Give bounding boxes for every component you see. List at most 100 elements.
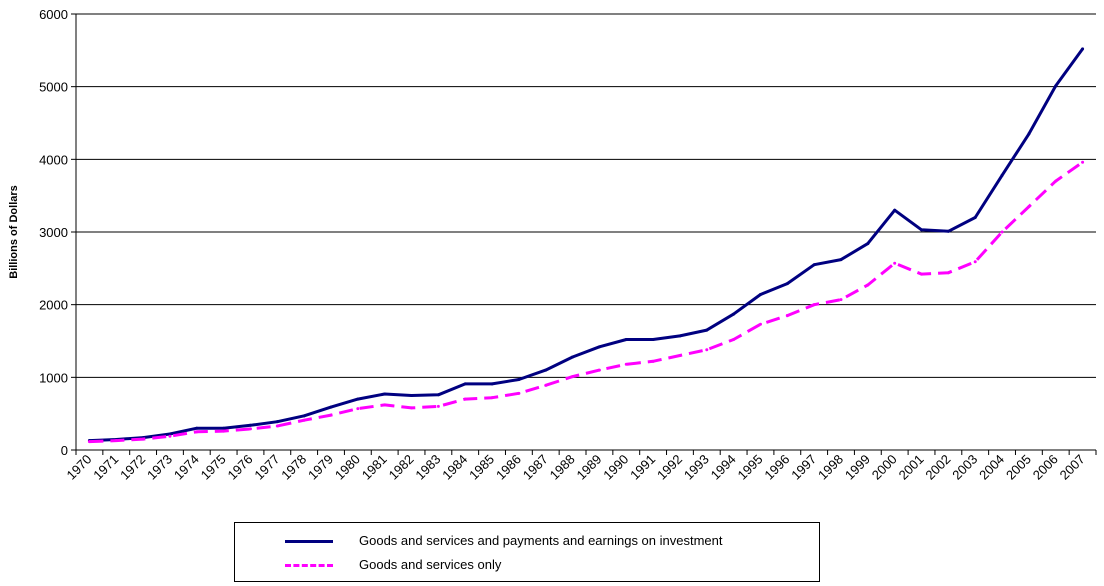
series-1-point (544, 368, 548, 372)
series-2-point (839, 298, 843, 302)
x-tick-label: 1993 (681, 452, 712, 483)
series-1-point (383, 392, 387, 396)
series-1-point (920, 228, 924, 232)
series-1-point (785, 282, 789, 286)
series-1-point (410, 394, 414, 397)
series-1-point (946, 229, 950, 233)
series-2-point (893, 261, 897, 265)
x-tick-label: 1974 (171, 452, 202, 483)
series-1-point (1054, 84, 1058, 88)
x-tick-label: 1973 (144, 452, 175, 483)
series-1-point (839, 258, 843, 262)
series-2-point (463, 397, 467, 401)
series-1-point (812, 263, 816, 267)
series-2-point (87, 440, 91, 444)
series-2-point (114, 439, 118, 443)
series-2-point (758, 322, 762, 326)
series-1-point (624, 338, 628, 342)
series-1-point (678, 334, 682, 338)
series-1-point (866, 242, 870, 246)
series-2-point (517, 391, 521, 395)
series-1-point (436, 393, 440, 397)
series-2-point (732, 338, 736, 342)
series-1-point (973, 215, 977, 219)
x-tick-label: 1970 (63, 452, 94, 483)
y-tick-label: 3000 (39, 225, 68, 240)
series-2-point (168, 434, 172, 438)
x-tick-label: 1994 (708, 452, 739, 483)
legend-item-series-2: Goods and services only (235, 555, 819, 575)
x-tick-label: 1977 (251, 452, 282, 483)
x-tick-label: 2007 (1057, 452, 1088, 483)
series-2-point (571, 375, 575, 379)
y-tick-label: 5000 (39, 80, 68, 95)
series-lines (87, 47, 1085, 444)
series-1-point (571, 355, 575, 359)
x-tick-label: 1999 (842, 452, 873, 483)
x-tick-label: 1980 (332, 452, 363, 483)
series-2-point (302, 418, 306, 422)
x-tick-label: 1979 (305, 452, 336, 483)
y-tick-label: 4000 (39, 152, 68, 167)
series-1-point (195, 426, 199, 430)
series-1-point (302, 414, 306, 418)
series-1-point (463, 382, 467, 386)
x-tick-label: 1996 (761, 452, 792, 483)
series-1-point (490, 382, 494, 386)
series-2-point (597, 368, 601, 372)
series-1-point (758, 292, 762, 296)
series-1-point (329, 405, 333, 409)
x-tick-label: 1989 (573, 452, 604, 483)
legend-label-series-1: Goods and services and payments and earn… (359, 533, 723, 548)
gridlines (75, 13, 1096, 451)
series-2-point (356, 407, 360, 411)
series-2-point (248, 427, 252, 431)
series-2-point (275, 424, 279, 428)
x-tick-label: 1992 (654, 452, 685, 483)
series-1-point (356, 397, 360, 401)
x-tick-label: 2003 (949, 452, 980, 483)
x-tick-label: 1976 (225, 452, 256, 483)
x-tick-label: 1991 (627, 452, 658, 483)
x-tick-label: 1975 (198, 452, 229, 483)
series-2-point (678, 354, 682, 358)
x-tick-label: 1971 (90, 452, 121, 483)
series-1-point (651, 338, 655, 342)
series-2-point (973, 260, 977, 264)
x-tick-label: 1986 (493, 452, 524, 483)
series-2-point (705, 348, 709, 352)
x-tick-label: 2000 (869, 452, 900, 483)
series-2-point (490, 396, 494, 400)
series-2-point (195, 430, 199, 434)
legend: Goods and services and payments and earn… (234, 522, 820, 582)
y-tick-label: 1000 (39, 370, 68, 385)
series-line-2 (89, 160, 1084, 444)
x-tick-label: 1985 (466, 452, 497, 483)
series-2-point (329, 413, 333, 417)
series-2-point (1000, 230, 1004, 234)
x-tick-label: 1990 (600, 452, 631, 483)
series-1-point (275, 420, 279, 424)
series-1-point (1000, 173, 1004, 177)
y-axis-label: Billions of Dollars (8, 185, 20, 279)
legend-swatch-series-1 (285, 540, 333, 543)
series-2-point (1081, 160, 1085, 164)
x-axis-ticks: 1970197119721973197419751976197719781979… (63, 450, 1097, 483)
y-tick-label: 6000 (39, 7, 68, 22)
x-tick-label: 1997 (788, 452, 819, 483)
series-2-point (141, 437, 145, 441)
x-tick-label: 2001 (896, 452, 927, 483)
series-2-point (383, 403, 387, 407)
series-1-point (1027, 132, 1031, 136)
series-2-point (410, 406, 414, 410)
series-1-point (168, 432, 172, 436)
y-tick-label: 0 (61, 443, 68, 458)
series-2-point (624, 362, 628, 366)
legend-label-series-2: Goods and services only (359, 557, 502, 572)
series-2-point (544, 383, 548, 387)
series-1-point (517, 378, 521, 382)
x-tick-label: 1984 (439, 452, 470, 483)
x-tick-label: 2006 (1030, 452, 1061, 483)
series-1-point (893, 208, 897, 212)
series-2-point (222, 429, 226, 433)
